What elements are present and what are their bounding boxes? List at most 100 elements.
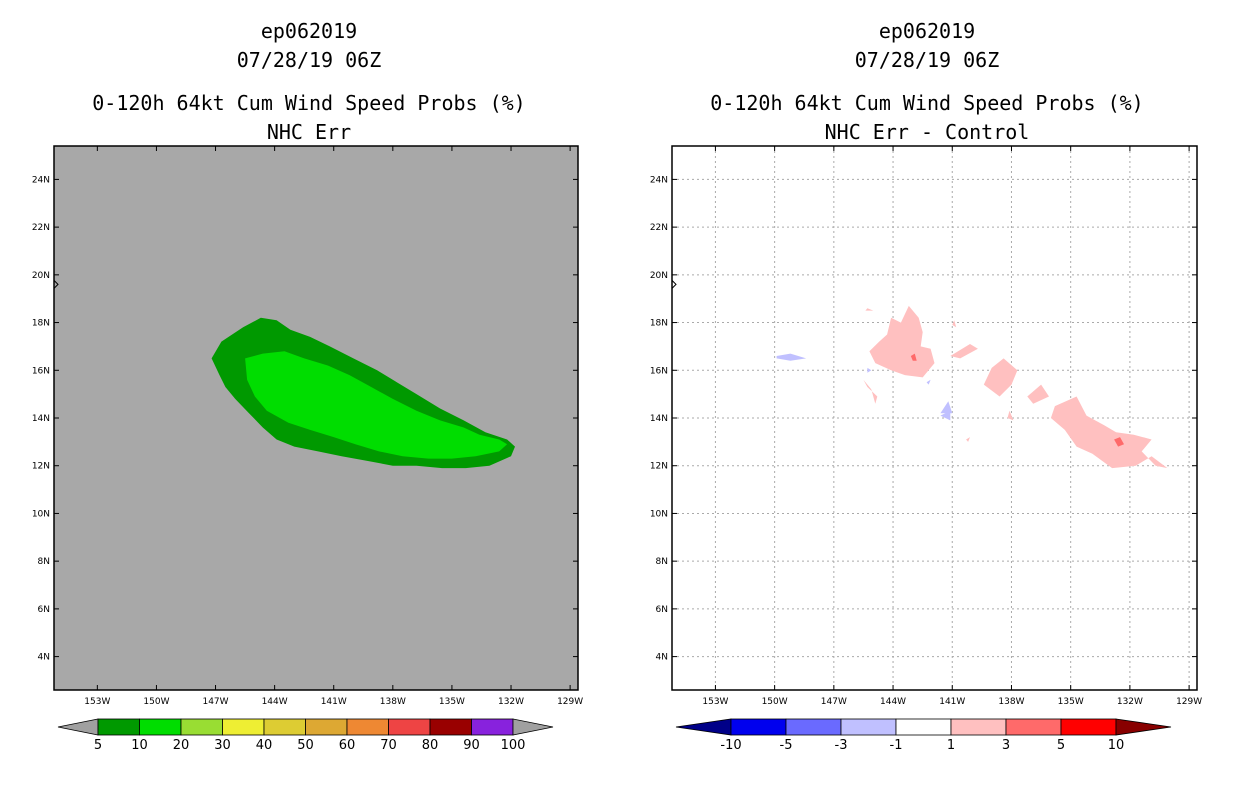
- left-ytick-label: 14N: [32, 414, 50, 424]
- right-title-datetime: 07/28/19 06Z: [854, 48, 1000, 72]
- right-legend-label: -3: [835, 738, 848, 753]
- right-xtick-label: 138W: [998, 697, 1024, 707]
- left-ytick-label: 6N: [38, 605, 50, 615]
- right-xtick-label: 147W: [821, 697, 847, 707]
- right-contour-1-3-6: [865, 308, 874, 311]
- left-contour-10-20-1: [245, 351, 508, 459]
- right-legend-label: 1: [947, 738, 955, 753]
- right-legend-swatch: [895, 718, 952, 736]
- left-ytick-label: 8N: [38, 557, 50, 567]
- left-xtick-label: 153W: [84, 697, 110, 707]
- right-legend-label: 5: [1057, 738, 1065, 753]
- right-legend-swatch: [950, 718, 1007, 736]
- right-legend-label: -5: [780, 738, 793, 753]
- right-contour-3-5-11: [1114, 437, 1124, 447]
- left-legend-swatch: [305, 718, 348, 736]
- left-legend-label: 60: [339, 738, 356, 753]
- right-xtick-label: 144W: [880, 697, 906, 707]
- left-xtick-label: 141W: [321, 697, 347, 707]
- left-xtick-label: 135W: [439, 697, 465, 707]
- left-ytick-label: 18N: [32, 319, 50, 329]
- right-contour-1-3-8: [1007, 410, 1014, 421]
- right-xtick-label: 129W: [1176, 697, 1202, 707]
- right-contour-1-3-4: [1050, 396, 1168, 469]
- left-legend: 5 10 20 30 40 50 60 70 80 90 100: [57, 718, 554, 753]
- right-chart: 153W 150W 147W 144W 141W 138W 135W 132W 129W 4N 6N…: [650, 145, 1202, 753]
- left-legend-swatch: [471, 718, 514, 736]
- left-title-subtitle: NHC Err: [266, 120, 352, 144]
- right-legend-swatch: [785, 718, 842, 736]
- left-legend-label: 100: [501, 738, 526, 753]
- right-legend-high-arrow: [1115, 718, 1172, 736]
- left-title-product: 0-120h 64kt Cum Wind Speed Probs (%): [92, 91, 526, 115]
- right-ytick-label: 8N: [656, 557, 668, 567]
- left-xtick-label: 138W: [380, 697, 406, 707]
- left-xtick-label: 129W: [557, 697, 583, 707]
- left-legend-swatch: [180, 718, 223, 736]
- right-legend-label: 10: [1108, 738, 1125, 753]
- left-island-outline: [53, 280, 59, 289]
- right-island-outline: [671, 280, 677, 289]
- right-contour-1-3-7: [952, 320, 957, 328]
- right-contour-1-3-1: [950, 344, 978, 359]
- left-legend-label: 20: [173, 738, 190, 753]
- left-legend-swatch: [263, 718, 306, 736]
- right-legend-swatch: [1060, 718, 1117, 736]
- left-title-datetime: 07/28/19 06Z: [236, 48, 382, 72]
- left-ytick-label: 12N: [32, 462, 50, 472]
- right-ytick-label: 14N: [650, 414, 668, 424]
- right-contour--3--1-14: [940, 401, 953, 414]
- right-legend-swatch: [840, 718, 897, 736]
- left-xtick-label: 132W: [498, 697, 524, 707]
- left-legend-swatch: [346, 718, 389, 736]
- right-legend-low-arrow: [675, 718, 732, 736]
- right-ytick-label: 12N: [650, 462, 668, 472]
- left-legend-label: 70: [380, 738, 397, 753]
- left-legend-label: 30: [214, 738, 231, 753]
- right-ytick-label: 20N: [650, 271, 668, 281]
- left-legend-label: 50: [297, 738, 314, 753]
- right-ytick-label: 16N: [650, 366, 668, 376]
- right-xtick-label: 153W: [702, 697, 728, 707]
- left-ytick-label: 4N: [38, 653, 50, 663]
- left-legend-label: 5: [94, 738, 102, 753]
- left-legend-label: 10: [131, 738, 148, 753]
- left-legend-label: 40: [256, 738, 273, 753]
- left-ytick-label: 22N: [32, 223, 50, 233]
- right-plot-background: [672, 146, 1197, 690]
- right-contour--3--1-15: [867, 367, 872, 373]
- right-ytick-label: 10N: [650, 509, 668, 519]
- right-contour--3--1-16: [926, 379, 931, 385]
- left-legend-swatch: [139, 718, 182, 736]
- right-contour--3--1-12: [776, 353, 807, 361]
- right-ytick-label: 18N: [650, 319, 668, 329]
- left-legend-label: 80: [422, 738, 439, 753]
- left-legend-high-arrow: [512, 718, 554, 736]
- left-xtick-label: 144W: [262, 697, 288, 707]
- right-xtick-label: 135W: [1058, 697, 1084, 707]
- left-xtick-label: 147W: [202, 697, 228, 707]
- right-contour-1-3-0: [869, 305, 935, 378]
- left-legend-swatch: [429, 718, 472, 736]
- right-legend-swatch: [730, 718, 787, 736]
- right-ytick-label: 4N: [656, 653, 668, 663]
- right-contour-1-3-9: [966, 437, 970, 442]
- right-contour-3-5-10: [910, 353, 917, 361]
- right-title-storm: ep062019: [878, 19, 976, 43]
- left-legend-swatch: [388, 718, 431, 736]
- right-ytick-label: 22N: [650, 223, 668, 233]
- left-ytick-label: 20N: [32, 271, 50, 281]
- left-ytick-label: 24N: [32, 175, 50, 185]
- left-chart: 153W 150W 147W 144W 141W 138W 135W 132W 129W 4N 6N…: [32, 145, 583, 753]
- left-legend-swatch: [222, 718, 265, 736]
- right-legend-label: -1: [890, 738, 903, 753]
- left-xtick-label: 150W: [143, 697, 169, 707]
- left-legend-low-arrow: [57, 718, 99, 736]
- right-xtick-label: 141W: [939, 697, 965, 707]
- right-legend: -10 -5 -3 -1 1 3 5 10: [675, 718, 1172, 753]
- right-ytick-label: 24N: [650, 175, 668, 185]
- right-contour-1-3-2: [983, 358, 1018, 397]
- left-title-storm: ep062019: [260, 19, 358, 43]
- left-legend-label: 90: [463, 738, 480, 753]
